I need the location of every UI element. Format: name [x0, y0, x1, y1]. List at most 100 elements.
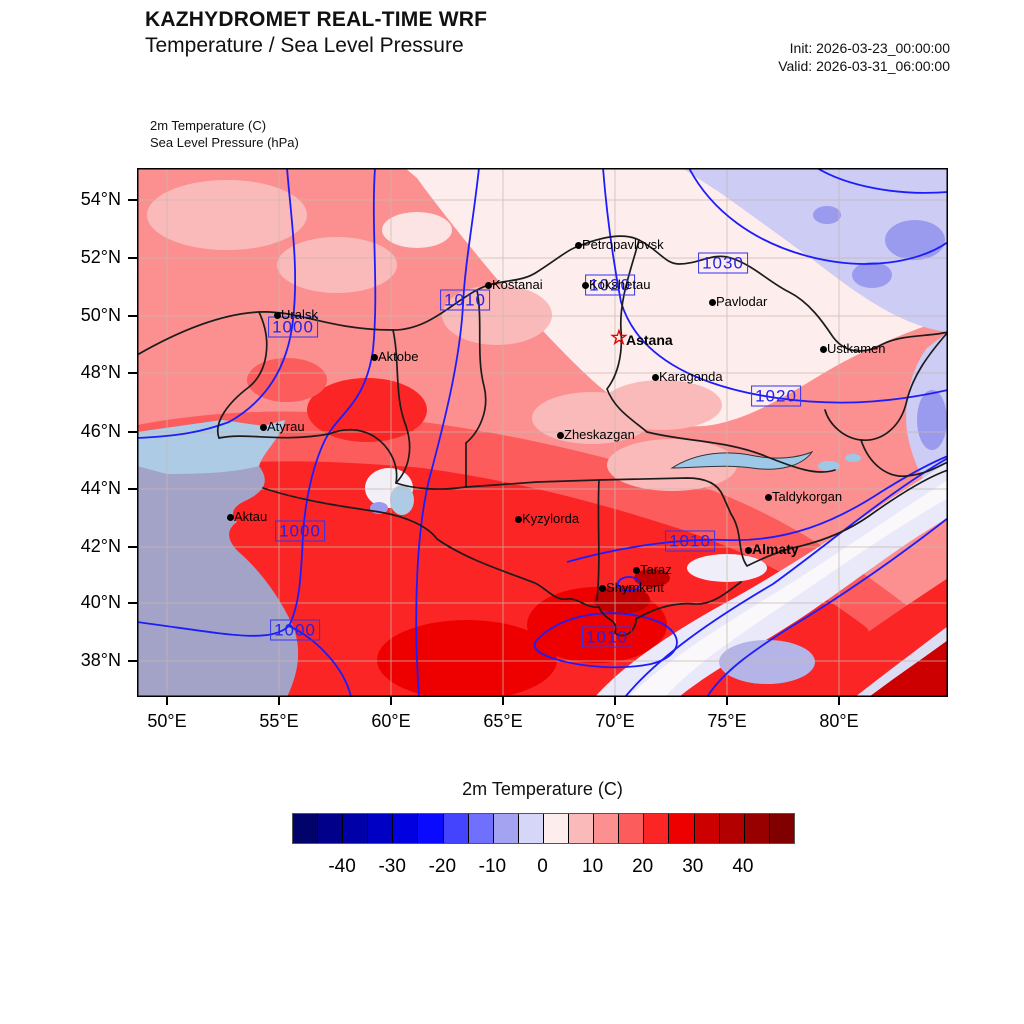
city-dot [485, 282, 492, 289]
isobar-label: 1010 [440, 289, 490, 311]
colorbar-cell [368, 814, 394, 843]
lat-tick-mark [128, 602, 137, 604]
colorbar-cell [769, 814, 794, 843]
lat-tick-mark [128, 372, 137, 374]
valid-timestamp: Valid: 2026-03-31_06:00:00 [778, 58, 950, 74]
lat-tick-mark [128, 546, 137, 548]
colorbar-cell [468, 814, 494, 843]
isobar-label: 1030 [698, 252, 748, 274]
city-label: Kokshetau [589, 277, 651, 292]
colorbar-tick-label: 30 [682, 856, 704, 877]
colorbar-cell [719, 814, 745, 843]
colorbar-cell [744, 814, 770, 843]
lat-tick-label: 38°N [80, 650, 121, 670]
lon-tick-mark [838, 697, 840, 705]
colorbar-cell [418, 814, 444, 843]
lon-tick-label: 80°E [819, 711, 859, 731]
city-label: Petropavlovsk [582, 237, 664, 252]
colorbar-cell [569, 814, 595, 843]
colorbar-tick-label: 20 [632, 856, 654, 877]
city-dot [599, 585, 606, 592]
colorbar-tick-label: 40 [732, 856, 754, 877]
map-graphic [137, 168, 948, 697]
city-dot [557, 432, 564, 439]
colorbar-cell [594, 814, 620, 843]
isobar-label: 1000 [270, 619, 320, 641]
lon-tick-label: 70°E [595, 711, 635, 731]
city-label: Uralsk [281, 307, 318, 322]
city-label: Kyzylorda [522, 511, 580, 526]
isobar-label: 1000 [268, 316, 318, 338]
lon-tick-label: 50°E [147, 711, 187, 731]
colorbar-cell [343, 814, 369, 843]
lat-tick-mark [128, 488, 137, 490]
colorbar-tick-label: -20 [428, 856, 457, 877]
colorbar-tick-label: 10 [582, 856, 604, 877]
lon-tick-mark [502, 697, 504, 705]
colorbar-tick-label: 0 [537, 856, 548, 877]
city-label: Shymkent [606, 580, 664, 595]
lon-tick-mark [390, 697, 392, 705]
lat-tick-label: 54°N [80, 189, 121, 209]
city-dot [633, 567, 640, 574]
colorbar-tick-label: -40 [328, 856, 356, 877]
colorbar-tick-label: -10 [478, 856, 507, 877]
lon-tick-mark [166, 697, 168, 705]
city-label: Taldykorgan [772, 489, 843, 504]
colorbar-cell [543, 814, 570, 843]
lon-tick-mark [278, 697, 280, 705]
lon-tick-label: 75°E [707, 711, 747, 731]
lat-tick-label: 44°N [80, 478, 121, 498]
colorbar [292, 813, 795, 844]
lat-tick-mark [128, 431, 137, 433]
city-label: Ustkamen [827, 341, 886, 356]
lon-tick-label: 60°E [371, 711, 411, 731]
isobar-label: 1010 [582, 626, 632, 648]
city-dot [582, 282, 589, 289]
city-dot [515, 516, 522, 523]
city-label: Zheskazgan [564, 427, 635, 442]
city-dot [274, 312, 281, 319]
lat-tick-label: 48°N [80, 362, 121, 382]
colorbar-cell [694, 814, 720, 843]
lon-tick-label: 55°E [259, 711, 299, 731]
city-dot [260, 424, 267, 431]
city-dot [820, 346, 827, 353]
lat-tick-label: 40°N [80, 592, 121, 612]
field-label-temperature: 2m Temperature (C) [150, 118, 267, 133]
lat-tick-label: 46°N [80, 421, 121, 441]
lat-tick-mark [128, 257, 137, 259]
city-label: Taraz [640, 562, 672, 577]
lat-tick-label: 50°N [80, 305, 121, 325]
city-label: Karaganda [659, 369, 723, 384]
city-dot [709, 299, 716, 306]
city-dot [227, 514, 234, 521]
colorbar-cell [493, 814, 519, 843]
colorbar-cell [318, 814, 344, 843]
map-canvas: Petropavlovsk Kostanai Kokshetau Pavlodar Ur… [137, 168, 948, 697]
lon-tick-label: 65°E [483, 711, 523, 731]
isobar-label: 1010 [665, 530, 715, 552]
city-label: Pavlodar [716, 294, 768, 309]
city-dot [652, 374, 659, 381]
city-label: Atyrau [267, 419, 305, 434]
city-dot [371, 354, 378, 361]
colorbar-cell [518, 814, 544, 843]
city-label: Aktau [234, 509, 268, 524]
city-label: Kostanai [492, 277, 543, 292]
colorbar-cell [443, 814, 469, 843]
colorbar-cell [669, 814, 695, 843]
colorbar-tick-label: -30 [378, 856, 406, 877]
lon-tick-mark [726, 697, 728, 705]
page-subtitle: Temperature / Sea Level Pressure [145, 34, 464, 57]
city-dot [575, 242, 582, 249]
colorbar-cell [619, 814, 645, 843]
page-title: KAZHYDROMET REAL-TIME WRF [145, 8, 488, 31]
lat-tick-mark [128, 315, 137, 317]
astana-star-icon: ☆ [610, 327, 628, 349]
lon-tick-mark [614, 697, 616, 705]
lat-tick-label: 52°N [80, 247, 121, 267]
isobar-label: 1000 [275, 520, 325, 542]
lat-tick-label: 42°N [80, 536, 121, 556]
